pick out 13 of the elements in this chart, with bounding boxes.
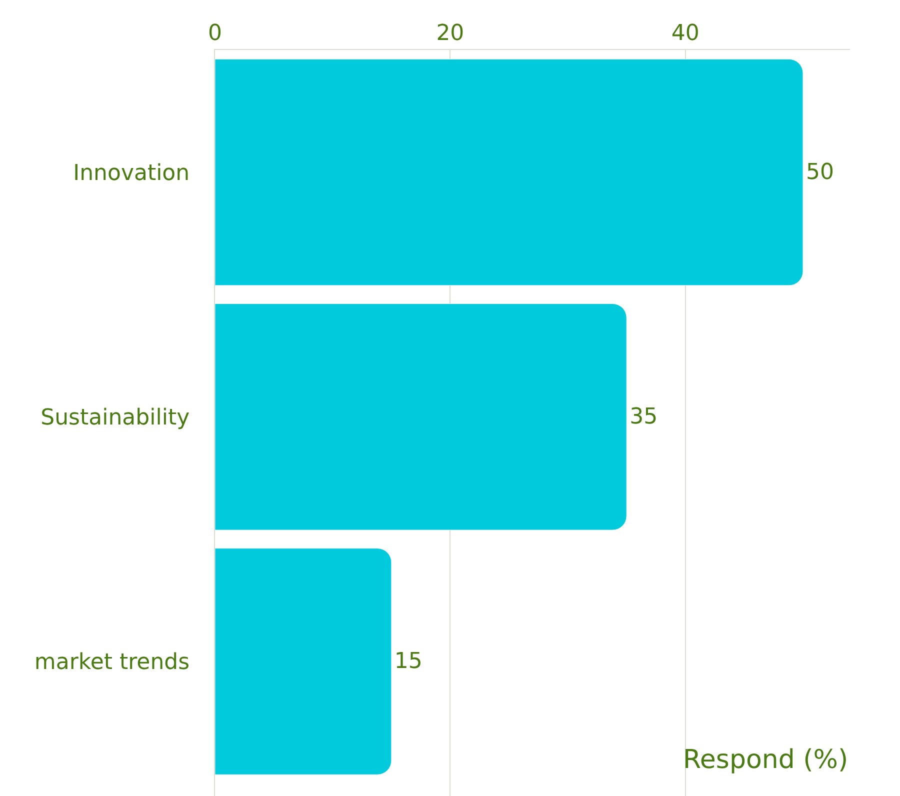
x-tick-label: 0 <box>208 21 222 46</box>
y-tick-label: market trends <box>34 650 190 676</box>
data-label: 50 <box>806 160 834 185</box>
x-axis-title: Respond (%) <box>683 745 848 775</box>
bar <box>215 58 804 286</box>
bar <box>215 548 392 775</box>
x-tick-label: 20 <box>436 21 464 46</box>
y-tick-label: Innovation <box>73 161 190 186</box>
data-label: 35 <box>630 404 658 430</box>
bar <box>215 304 627 530</box>
y-tick-label: Sustainability <box>40 406 190 431</box>
x-tick-label: 40 <box>671 21 700 46</box>
data-label: 15 <box>394 648 422 674</box>
